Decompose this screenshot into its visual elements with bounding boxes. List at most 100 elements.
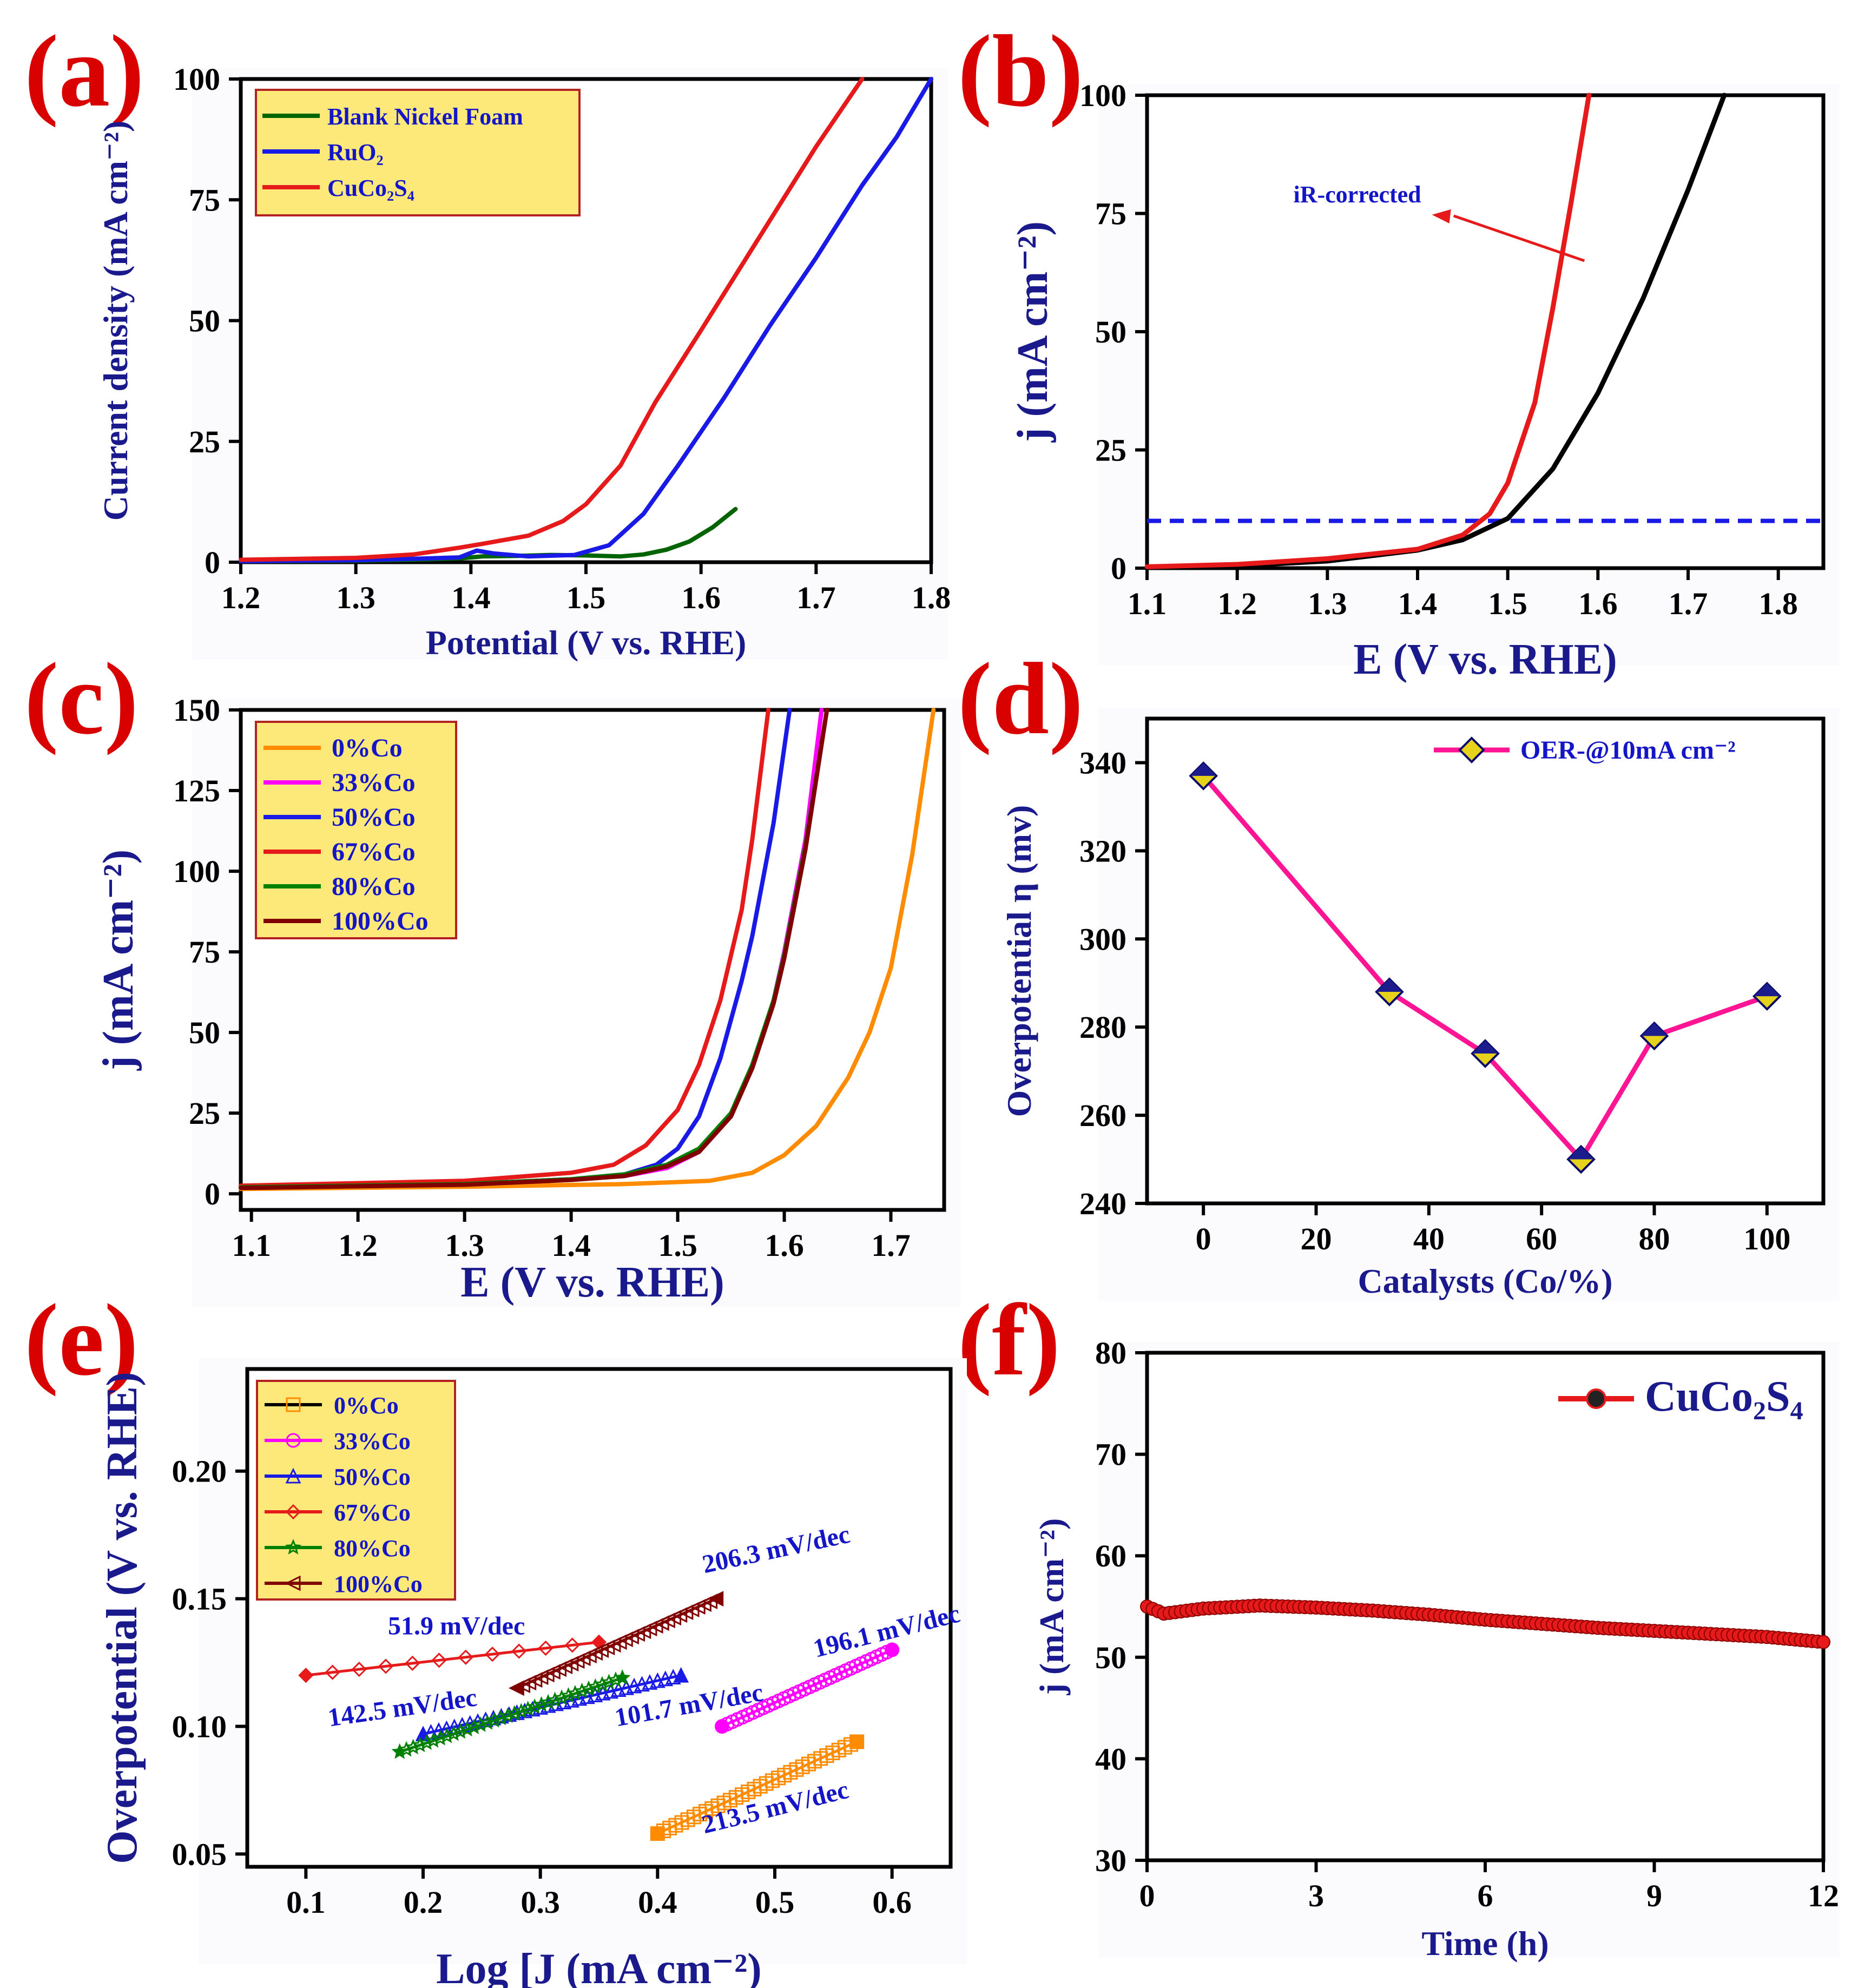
marker-top: [1641, 1023, 1668, 1036]
legend-marker-d: [1458, 736, 1485, 763]
marker: [614, 1669, 631, 1685]
marker-top: [1376, 979, 1402, 992]
marker: [771, 1770, 786, 1786]
panel-d: 0 20 40 60 80 100 240 260 280 300 320 340 Catalysts …: [1000, 708, 1840, 1301]
legend-label-f: CuCo₂S₄: [1645, 1373, 1803, 1420]
y-axis-title: Current density (mA cm⁻²): [96, 121, 135, 521]
marker: [533, 1696, 550, 1712]
y-tick-label: 320: [1079, 833, 1126, 868]
x-tick-label: 0.4: [638, 1885, 677, 1920]
x-tick-label: 1.7: [796, 580, 836, 615]
slope-label: 51.9 mV/dec: [388, 1612, 525, 1641]
legend-label-a: Blank Nickel Foam: [327, 103, 523, 130]
panel-b: 1.1 1.2 1.3 1.4 1.5 1.6 1.7 1.8 0 25 50 75 100 E (V v…: [1009, 78, 1840, 683]
marker: [849, 1734, 865, 1749]
marker: [479, 1714, 496, 1730]
panel-label-d: (d): [958, 642, 1083, 756]
marker: [418, 1734, 435, 1750]
x-tick-label: 1.4: [451, 580, 491, 615]
marker: [458, 1649, 473, 1665]
series-line-d: [1201, 773, 1770, 1162]
marker: [601, 1674, 617, 1690]
x-tick-label: 80: [1639, 1221, 1670, 1256]
marker: [519, 1701, 536, 1716]
legend-label-a: RuO₂: [327, 139, 384, 166]
y-tick-label: 150: [173, 693, 220, 728]
x-tick-label: 1.8: [1758, 586, 1798, 621]
x-axis-title: Catalysts (Co/%): [1358, 1262, 1612, 1300]
fit-line: [657, 1740, 858, 1835]
y-tick-label: 100: [173, 854, 220, 889]
marker: [459, 1721, 476, 1737]
marker: [285, 1539, 302, 1555]
marker: [580, 1680, 597, 1696]
y-tick-label: 0.05: [172, 1836, 227, 1872]
x-tick-label: 1.8: [912, 580, 951, 615]
annotation-label: iR-corrected: [1294, 181, 1421, 208]
y-axis-title: j (mA cm⁻²): [1032, 1518, 1071, 1696]
marker: [378, 1658, 394, 1674]
marker-top: [1190, 762, 1217, 776]
marker: [722, 1793, 737, 1808]
marker: [795, 1759, 810, 1774]
data-point-diamond: [1752, 982, 1782, 1011]
marker: [398, 1741, 415, 1757]
y-tick-label: 50: [189, 1015, 220, 1050]
x-tick-label: 1.5: [566, 580, 606, 615]
data-point: [1816, 1635, 1830, 1649]
x-tick-label: 1.3: [445, 1228, 484, 1263]
panel-label-c: (c): [24, 642, 139, 756]
y-tick-label: 100: [1079, 78, 1126, 113]
marker: [405, 1739, 421, 1755]
panel-a: 1.2 1.3 1.4 1.5 1.6 1.7 1.8 0 25 50 75 100 Potential…: [96, 62, 951, 662]
marker: [753, 1779, 768, 1794]
marker: [564, 1637, 580, 1653]
legend-label-e: 50%Co: [334, 1464, 411, 1490]
plot-frame-b: [1145, 93, 1826, 570]
x-tick-label: 1.7: [1669, 586, 1708, 621]
marker: [807, 1754, 822, 1769]
y-tick-label: 0.15: [172, 1582, 227, 1617]
marker: [465, 1719, 482, 1734]
y-tick-label: 50: [1095, 1640, 1126, 1675]
marker: [506, 1705, 523, 1721]
plot-frame-d: [1145, 716, 1826, 1206]
x-tick-label: 60: [1526, 1221, 1557, 1256]
panel-label-f: (f): [958, 1283, 1060, 1397]
marker: [511, 1643, 527, 1659]
y-tick-label: 75: [1095, 196, 1126, 232]
marker: [492, 1709, 509, 1726]
marker-top: [1472, 1041, 1498, 1054]
marker: [425, 1732, 442, 1748]
legend-label-c: 50%Co: [332, 803, 416, 832]
legend-label-c: 33%Co: [332, 768, 416, 797]
marker: [662, 1820, 677, 1835]
marker: [716, 1795, 732, 1811]
x-axis-title: E (V vs. RHE): [1353, 636, 1617, 683]
marker: [587, 1678, 604, 1694]
marker: [759, 1776, 774, 1791]
fit-line: [721, 1648, 893, 1728]
marker: [285, 1575, 301, 1591]
annotation-arrow-head: [1432, 209, 1451, 223]
x-axis-title: Log [J (mA cm⁻²): [436, 1945, 762, 1988]
x-tick-label: 0.6: [872, 1885, 912, 1920]
y-tick-label: 75: [189, 934, 220, 970]
marker: [513, 1703, 530, 1719]
marker: [432, 1729, 449, 1746]
x-tick-label: 1.2: [338, 1228, 378, 1263]
marker: [710, 1798, 726, 1813]
marker: [741, 1784, 756, 1799]
marker: [351, 1661, 367, 1677]
x-tick-label: 1.1: [1128, 586, 1167, 621]
legend-marker-f: [1586, 1388, 1606, 1409]
marker: [574, 1682, 590, 1699]
panel-c: 1.1 1.2 1.3 1.4 1.5 1.6 1.7 0 25 50 75 100 125 150 E (…: [95, 693, 960, 1307]
y-tick-label: 50: [189, 304, 220, 339]
legend-label-c: 80%Co: [332, 872, 416, 901]
fit-line: [306, 1641, 599, 1677]
y-tick-label: 70: [1095, 1437, 1126, 1472]
y-tick-label: 40: [1095, 1741, 1126, 1776]
marker: [704, 1801, 720, 1816]
x-tick-label: 6: [1478, 1878, 1493, 1913]
